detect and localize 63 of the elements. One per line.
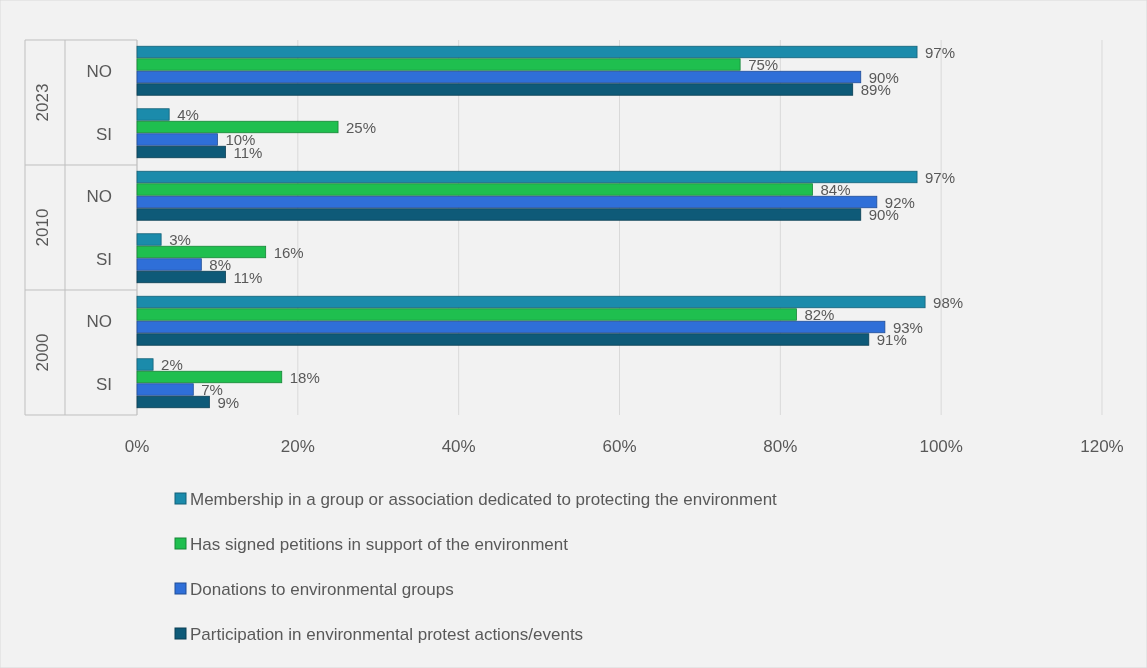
bar [136,83,854,96]
data-label: 11% [233,268,263,286]
data-label: 25% [346,118,377,136]
bar [136,258,202,271]
bar [136,270,226,284]
data-label: 3% [169,231,191,248]
y-tick-label: NO [86,187,112,207]
data-label: 84% [820,181,851,198]
bar [136,295,926,309]
x-tick-label: 100% [919,437,963,456]
data-label: 97% [925,43,956,61]
bar [136,395,210,409]
bar [136,370,283,384]
bar [136,195,878,209]
legend-label: Participation in environmental protest actions/events [190,625,584,644]
y-tick-label: NO [86,312,112,332]
legend-label: Membership in a group or association dedicated to protecting the environment [190,490,778,509]
bar [136,183,813,196]
data-label: 75% [748,56,779,73]
text: 2023 [33,83,52,122]
bar [136,245,267,259]
data-label: 82% [804,306,835,323]
text: 2000 [33,333,52,372]
data-label: 4% [177,106,199,123]
data-label: 98% [933,293,964,311]
y-tick-label: SI [95,124,112,144]
data-label: 7% [201,381,223,398]
legend-label: Has signed petitions in support of the environment [190,535,569,554]
bar [136,333,870,346]
bar [136,58,741,71]
bar [136,383,194,396]
bar [136,233,162,246]
legend-label: Donations to environmental groups [190,580,454,599]
data-label: 97% [925,168,956,186]
data-label: 93% [892,318,923,336]
x-tick-label: 40% [441,437,476,456]
bar [136,133,218,146]
bar [136,45,918,59]
data-label: 16% [273,243,304,261]
y-tick-label: SI [95,249,112,269]
data-label: 92% [884,193,915,211]
bar [136,320,886,334]
bar [136,358,154,371]
x-tick-label: 20% [280,437,315,456]
data-label: 18% [289,368,320,386]
x-tick-label: 80% [763,437,798,456]
text: 2010 [33,208,52,247]
bar [136,108,170,121]
bar [136,208,862,221]
x-tick-label: 60% [602,437,637,456]
data-label: 2% [161,356,183,373]
bar [136,120,339,134]
y-tick-label: SI [95,374,112,394]
x-tick-label: 0% [124,437,150,456]
data-label: 90% [868,68,899,86]
y-tick-label: NO [86,62,112,82]
data-label: 10% [225,131,256,148]
bar [136,170,918,184]
bar [136,308,797,321]
bar [136,70,862,84]
data-label: 8% [209,256,232,273]
bar [136,145,226,159]
x-tick-label: 120% [1080,437,1124,456]
